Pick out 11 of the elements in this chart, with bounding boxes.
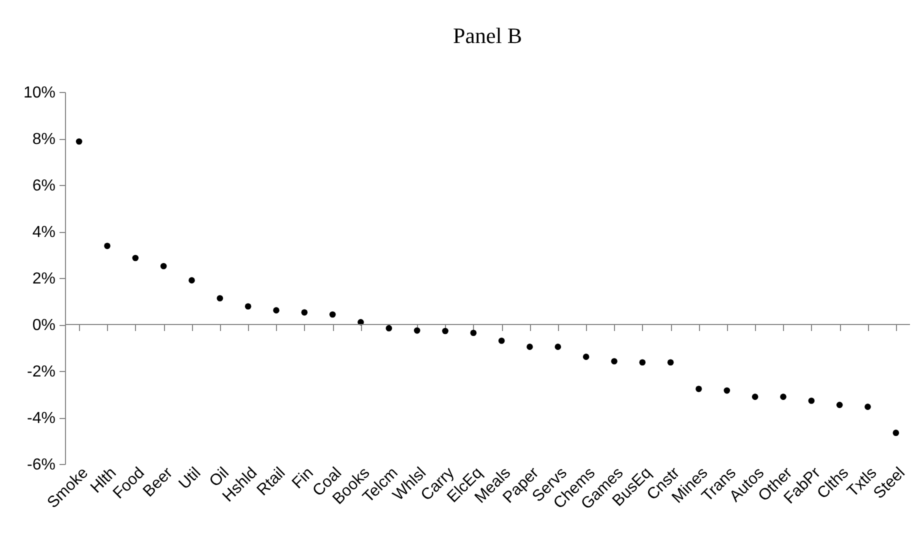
x-tick-label: Util <box>176 464 204 493</box>
y-tick-label: 6% <box>32 178 56 194</box>
y-tick-label: -2% <box>27 364 56 380</box>
y-tick-label: 8% <box>32 131 56 148</box>
chart-title: Panel B <box>452 23 522 48</box>
y-tick-label: -6% <box>27 456 56 474</box>
y-tick-label: 2% <box>32 270 56 288</box>
y-tick-label: 10% <box>23 84 56 102</box>
y-tick-label: 0% <box>32 317 56 334</box>
y-tick-label: 4% <box>32 224 56 241</box>
y-tick-label: -4% <box>27 410 56 427</box>
